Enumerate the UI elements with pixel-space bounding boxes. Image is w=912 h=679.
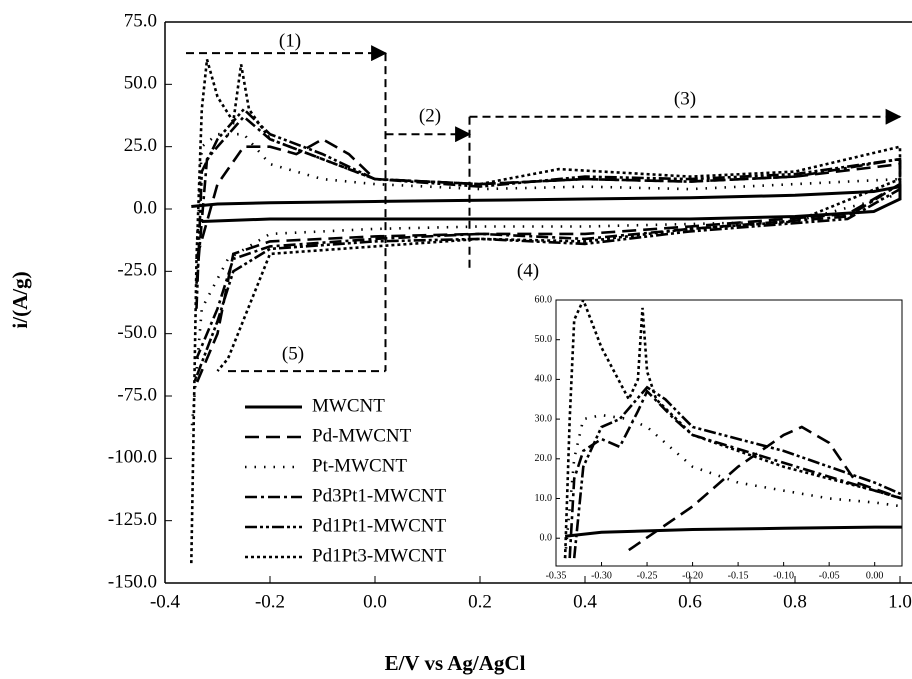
series-line (572, 385, 903, 559)
y-tick-label: -50.0 (117, 322, 157, 343)
series-line (628, 425, 903, 552)
x-tick-label: 0.4 (573, 591, 597, 612)
x-tick-label: -0.30 (591, 570, 612, 581)
annotation: (4) (517, 260, 539, 281)
plot-lines (563, 300, 903, 559)
series-line (195, 137, 902, 385)
x-tick-label: -0.10 (773, 570, 794, 581)
y-tick-label: 0.0 (133, 197, 157, 218)
x-tick-label: -0.25 (637, 570, 658, 581)
y-tick-label: -100.0 (108, 447, 157, 468)
x-tick-label: 1.0 (888, 591, 912, 612)
legend-label: Pd1Pt3-MWCNT (312, 545, 446, 566)
x-tick-label: -0.4 (150, 591, 181, 612)
x-tick-label: -0.05 (819, 570, 840, 581)
plot-lines (190, 59, 902, 564)
y-tick-label: 0.0 (540, 533, 553, 544)
x-tick-label: -0.2 (255, 591, 285, 612)
y-tick-label: 25.0 (124, 135, 157, 156)
x-tick-label: -0.15 (728, 570, 749, 581)
inset-background (555, 299, 903, 567)
x-axis-label: E/V vs Ag/AgCl (385, 651, 526, 675)
x-tick-label: -0.35 (546, 570, 567, 581)
y-tick-label: -125.0 (108, 509, 157, 530)
x-tick-label: 0.0 (363, 591, 387, 612)
series-line (568, 389, 903, 559)
legend-label: Pd-MWCNT (312, 425, 412, 446)
series-line (564, 525, 902, 538)
legend-label: Pd3Pt1-MWCNT (312, 485, 446, 506)
y-tick-label: -25.0 (117, 260, 157, 281)
y-tick-label: 50.0 (124, 73, 157, 94)
x-tick-label: 0.6 (678, 591, 702, 612)
series-line (191, 184, 902, 223)
x-tick-label: 0.8 (783, 591, 807, 612)
x-tick-label: -0.20 (682, 570, 703, 581)
y-tick-label: 40.0 (535, 374, 553, 385)
x-tick-label: 0.2 (468, 591, 492, 612)
legend-label: MWCNT (312, 395, 385, 416)
series-line (563, 413, 903, 559)
annotation: (5) (282, 343, 304, 364)
annotation: (3) (674, 88, 696, 109)
y-tick-label: 10.0 (535, 493, 553, 504)
series-line (563, 300, 903, 559)
legend-label: Pt-MWCNT (312, 455, 407, 476)
y-tick-label: 75.0 (124, 10, 157, 31)
y-tick-label: 30.0 (535, 413, 553, 424)
annotation: (1) (279, 30, 301, 51)
series-line (190, 59, 902, 564)
x-tick-label: 0.00 (866, 570, 884, 581)
legend-label: Pd1Pt1-MWCNT (312, 515, 446, 536)
y-axis-label: i/(A/g) (8, 271, 32, 328)
y-tick-label: 20.0 (535, 453, 553, 464)
y-tick-label: 60.0 (535, 294, 553, 305)
y-tick-label: 50.0 (535, 334, 553, 345)
y-tick-label: -75.0 (117, 384, 157, 405)
annotation: (2) (419, 105, 441, 126)
y-tick-label: -150.0 (108, 571, 157, 592)
